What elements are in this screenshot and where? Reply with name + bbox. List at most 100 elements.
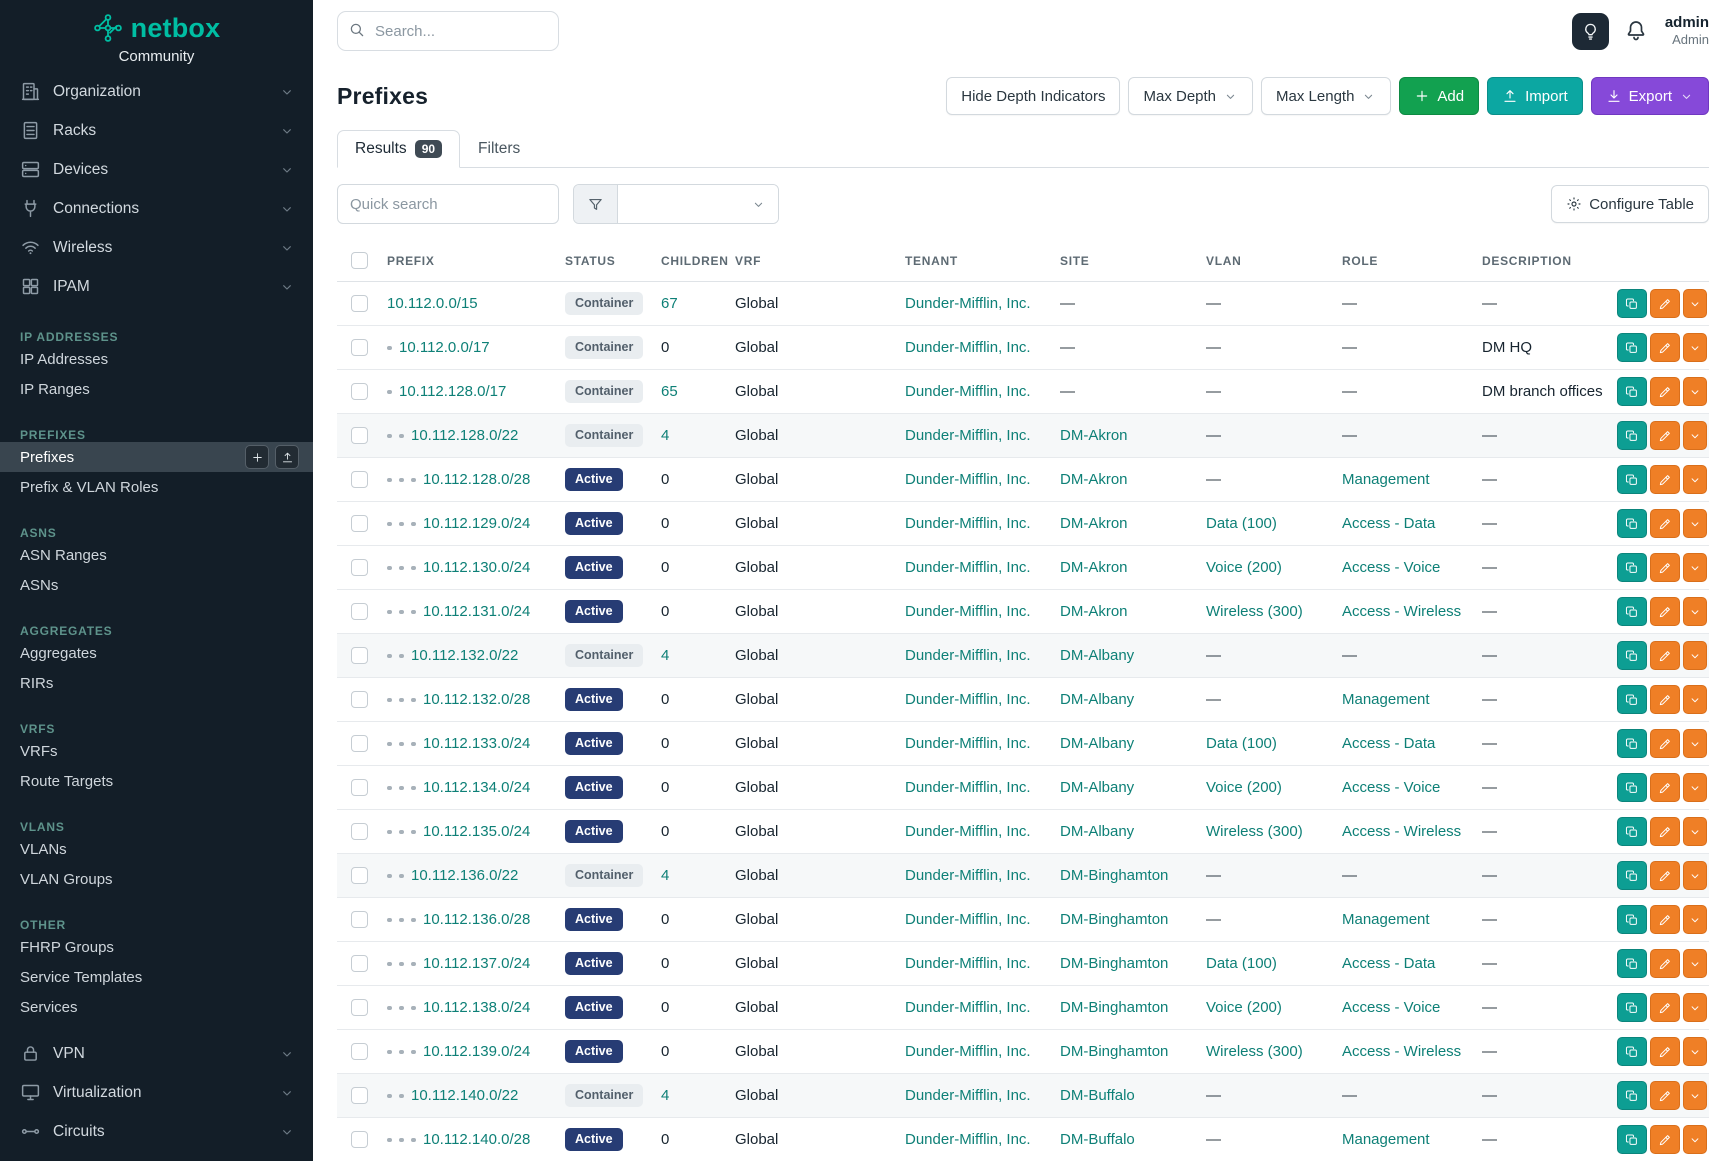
- vlan-link[interactable]: Data (100): [1206, 735, 1277, 752]
- tenant-link[interactable]: Dunder-Mifflin, Inc.: [905, 515, 1031, 532]
- row-dropdown-button[interactable]: [1683, 553, 1707, 582]
- column-header-tenant[interactable]: TENANT: [895, 240, 1050, 282]
- vlan-link[interactable]: Voice (200): [1206, 779, 1282, 796]
- sidebar-item-aggregates[interactable]: Aggregates: [0, 638, 313, 668]
- copy-button[interactable]: [1617, 641, 1647, 670]
- quick-search-input[interactable]: [337, 184, 559, 224]
- import-button[interactable]: Import: [1487, 77, 1583, 115]
- saved-filter-select[interactable]: [618, 185, 778, 223]
- row-checkbox[interactable]: [351, 823, 368, 841]
- prefix-link[interactable]: 10.112.135.0/24: [423, 823, 531, 840]
- sidebar-item-virtualization[interactable]: Virtualization: [0, 1073, 313, 1112]
- tenant-link[interactable]: Dunder-Mifflin, Inc.: [905, 339, 1031, 356]
- row-dropdown-button[interactable]: [1683, 597, 1707, 626]
- site-link[interactable]: DM-Binghamton: [1060, 1043, 1169, 1060]
- role-link[interactable]: Access - Data: [1342, 955, 1436, 972]
- column-header-vlan[interactable]: VLAN: [1196, 240, 1332, 282]
- copy-button[interactable]: [1617, 597, 1647, 626]
- copy-button[interactable]: [1617, 509, 1647, 538]
- site-link[interactable]: DM-Albany: [1060, 691, 1135, 708]
- sidebar-item-wireless[interactable]: Wireless: [0, 228, 313, 267]
- tenant-link[interactable]: Dunder-Mifflin, Inc.: [905, 647, 1031, 664]
- prefix-link[interactable]: 10.112.0.0/17: [399, 339, 490, 356]
- row-checkbox[interactable]: [351, 515, 368, 533]
- prefix-link[interactable]: 10.112.128.0/22: [411, 427, 519, 444]
- tenant-link[interactable]: Dunder-Mifflin, Inc.: [905, 1131, 1031, 1148]
- sidebar-item-asn-ranges[interactable]: ASN Ranges: [0, 540, 313, 570]
- prefix-link[interactable]: 10.112.129.0/24: [423, 515, 531, 532]
- row-checkbox[interactable]: [351, 779, 368, 797]
- role-link[interactable]: Access - Wireless: [1342, 603, 1462, 620]
- vlan-link[interactable]: Wireless (300): [1206, 603, 1303, 620]
- quick-import-button[interactable]: [275, 445, 299, 469]
- prefix-link[interactable]: 10.112.131.0/24: [423, 603, 531, 620]
- sidebar-item-prefix-vlan-roles[interactable]: Prefix & VLAN Roles: [0, 472, 313, 502]
- sidebar-item-service-templates[interactable]: Service Templates: [0, 962, 313, 992]
- row-checkbox[interactable]: [351, 559, 368, 577]
- row-checkbox[interactable]: [351, 295, 368, 313]
- tenant-link[interactable]: Dunder-Mifflin, Inc.: [905, 955, 1031, 972]
- prefix-link[interactable]: 10.112.132.0/28: [423, 691, 531, 708]
- tenant-link[interactable]: Dunder-Mifflin, Inc.: [905, 867, 1031, 884]
- role-link[interactable]: Access - Data: [1342, 735, 1436, 752]
- prefix-link[interactable]: 10.112.134.0/24: [423, 779, 531, 796]
- row-dropdown-button[interactable]: [1683, 905, 1707, 934]
- site-link[interactable]: DM-Akron: [1060, 559, 1128, 576]
- row-dropdown-button[interactable]: [1683, 1037, 1707, 1066]
- edit-button[interactable]: [1650, 1037, 1680, 1066]
- role-link[interactable]: Management: [1342, 1131, 1430, 1148]
- tenant-link[interactable]: Dunder-Mifflin, Inc.: [905, 383, 1031, 400]
- sidebar-item-connections[interactable]: Connections: [0, 189, 313, 228]
- edit-button[interactable]: [1650, 993, 1680, 1022]
- column-header-prefix[interactable]: PREFIX: [377, 240, 555, 282]
- prefix-link[interactable]: 10.112.140.0/22: [411, 1087, 519, 1104]
- row-dropdown-button[interactable]: [1683, 333, 1707, 362]
- copy-button[interactable]: [1617, 377, 1647, 406]
- children-count-link[interactable]: 4: [661, 647, 670, 664]
- row-checkbox[interactable]: [351, 1131, 368, 1149]
- role-link[interactable]: Access - Data: [1342, 515, 1436, 532]
- copy-button[interactable]: [1617, 905, 1647, 934]
- row-checkbox[interactable]: [351, 999, 368, 1017]
- quick-add-button[interactable]: [245, 445, 269, 469]
- vlan-link[interactable]: Wireless (300): [1206, 1043, 1303, 1060]
- row-dropdown-button[interactable]: [1683, 817, 1707, 846]
- column-header-site[interactable]: SITE: [1050, 240, 1196, 282]
- edit-button[interactable]: [1650, 817, 1680, 846]
- sidebar-item-ipam[interactable]: IPAM: [0, 267, 313, 306]
- tenant-link[interactable]: Dunder-Mifflin, Inc.: [905, 295, 1031, 312]
- sidebar-item-route-targets[interactable]: Route Targets: [0, 766, 313, 796]
- prefix-link[interactable]: 10.112.133.0/24: [423, 735, 531, 752]
- edit-button[interactable]: [1650, 773, 1680, 802]
- site-link[interactable]: DM-Buffalo: [1060, 1087, 1135, 1104]
- copy-button[interactable]: [1617, 553, 1647, 582]
- edit-button[interactable]: [1650, 949, 1680, 978]
- filter-button[interactable]: [574, 185, 618, 223]
- edit-button[interactable]: [1650, 685, 1680, 714]
- row-checkbox[interactable]: [351, 471, 368, 489]
- row-dropdown-button[interactable]: [1683, 1081, 1707, 1110]
- hide-depth-indicators-button[interactable]: Hide Depth Indicators: [946, 77, 1121, 115]
- sidebar-item-ip-addresses[interactable]: IP Addresses: [0, 344, 313, 374]
- tenant-link[interactable]: Dunder-Mifflin, Inc.: [905, 999, 1031, 1016]
- edit-button[interactable]: [1650, 1081, 1680, 1110]
- row-checkbox[interactable]: [351, 735, 368, 753]
- copy-button[interactable]: [1617, 1037, 1647, 1066]
- sidebar-item-ip-ranges[interactable]: IP Ranges: [0, 374, 313, 404]
- edit-button[interactable]: [1650, 641, 1680, 670]
- copy-button[interactable]: [1617, 1125, 1647, 1154]
- tab-results[interactable]: Results 90: [337, 129, 461, 168]
- site-link[interactable]: DM-Akron: [1060, 471, 1128, 488]
- role-link[interactable]: Access - Voice: [1342, 999, 1441, 1016]
- row-checkbox[interactable]: [351, 647, 368, 665]
- prefix-link[interactable]: 10.112.140.0/28: [423, 1131, 531, 1148]
- max-length-button[interactable]: Max Length: [1261, 77, 1392, 115]
- row-checkbox[interactable]: [351, 603, 368, 621]
- column-header-vrf[interactable]: VRF: [725, 240, 895, 282]
- prefix-link[interactable]: 10.112.136.0/28: [423, 911, 531, 928]
- sidebar-item-vpn[interactable]: VPN: [0, 1034, 313, 1073]
- row-dropdown-button[interactable]: [1683, 949, 1707, 978]
- row-dropdown-button[interactable]: [1683, 1125, 1707, 1154]
- site-link[interactable]: DM-Akron: [1060, 427, 1128, 444]
- edit-button[interactable]: [1650, 597, 1680, 626]
